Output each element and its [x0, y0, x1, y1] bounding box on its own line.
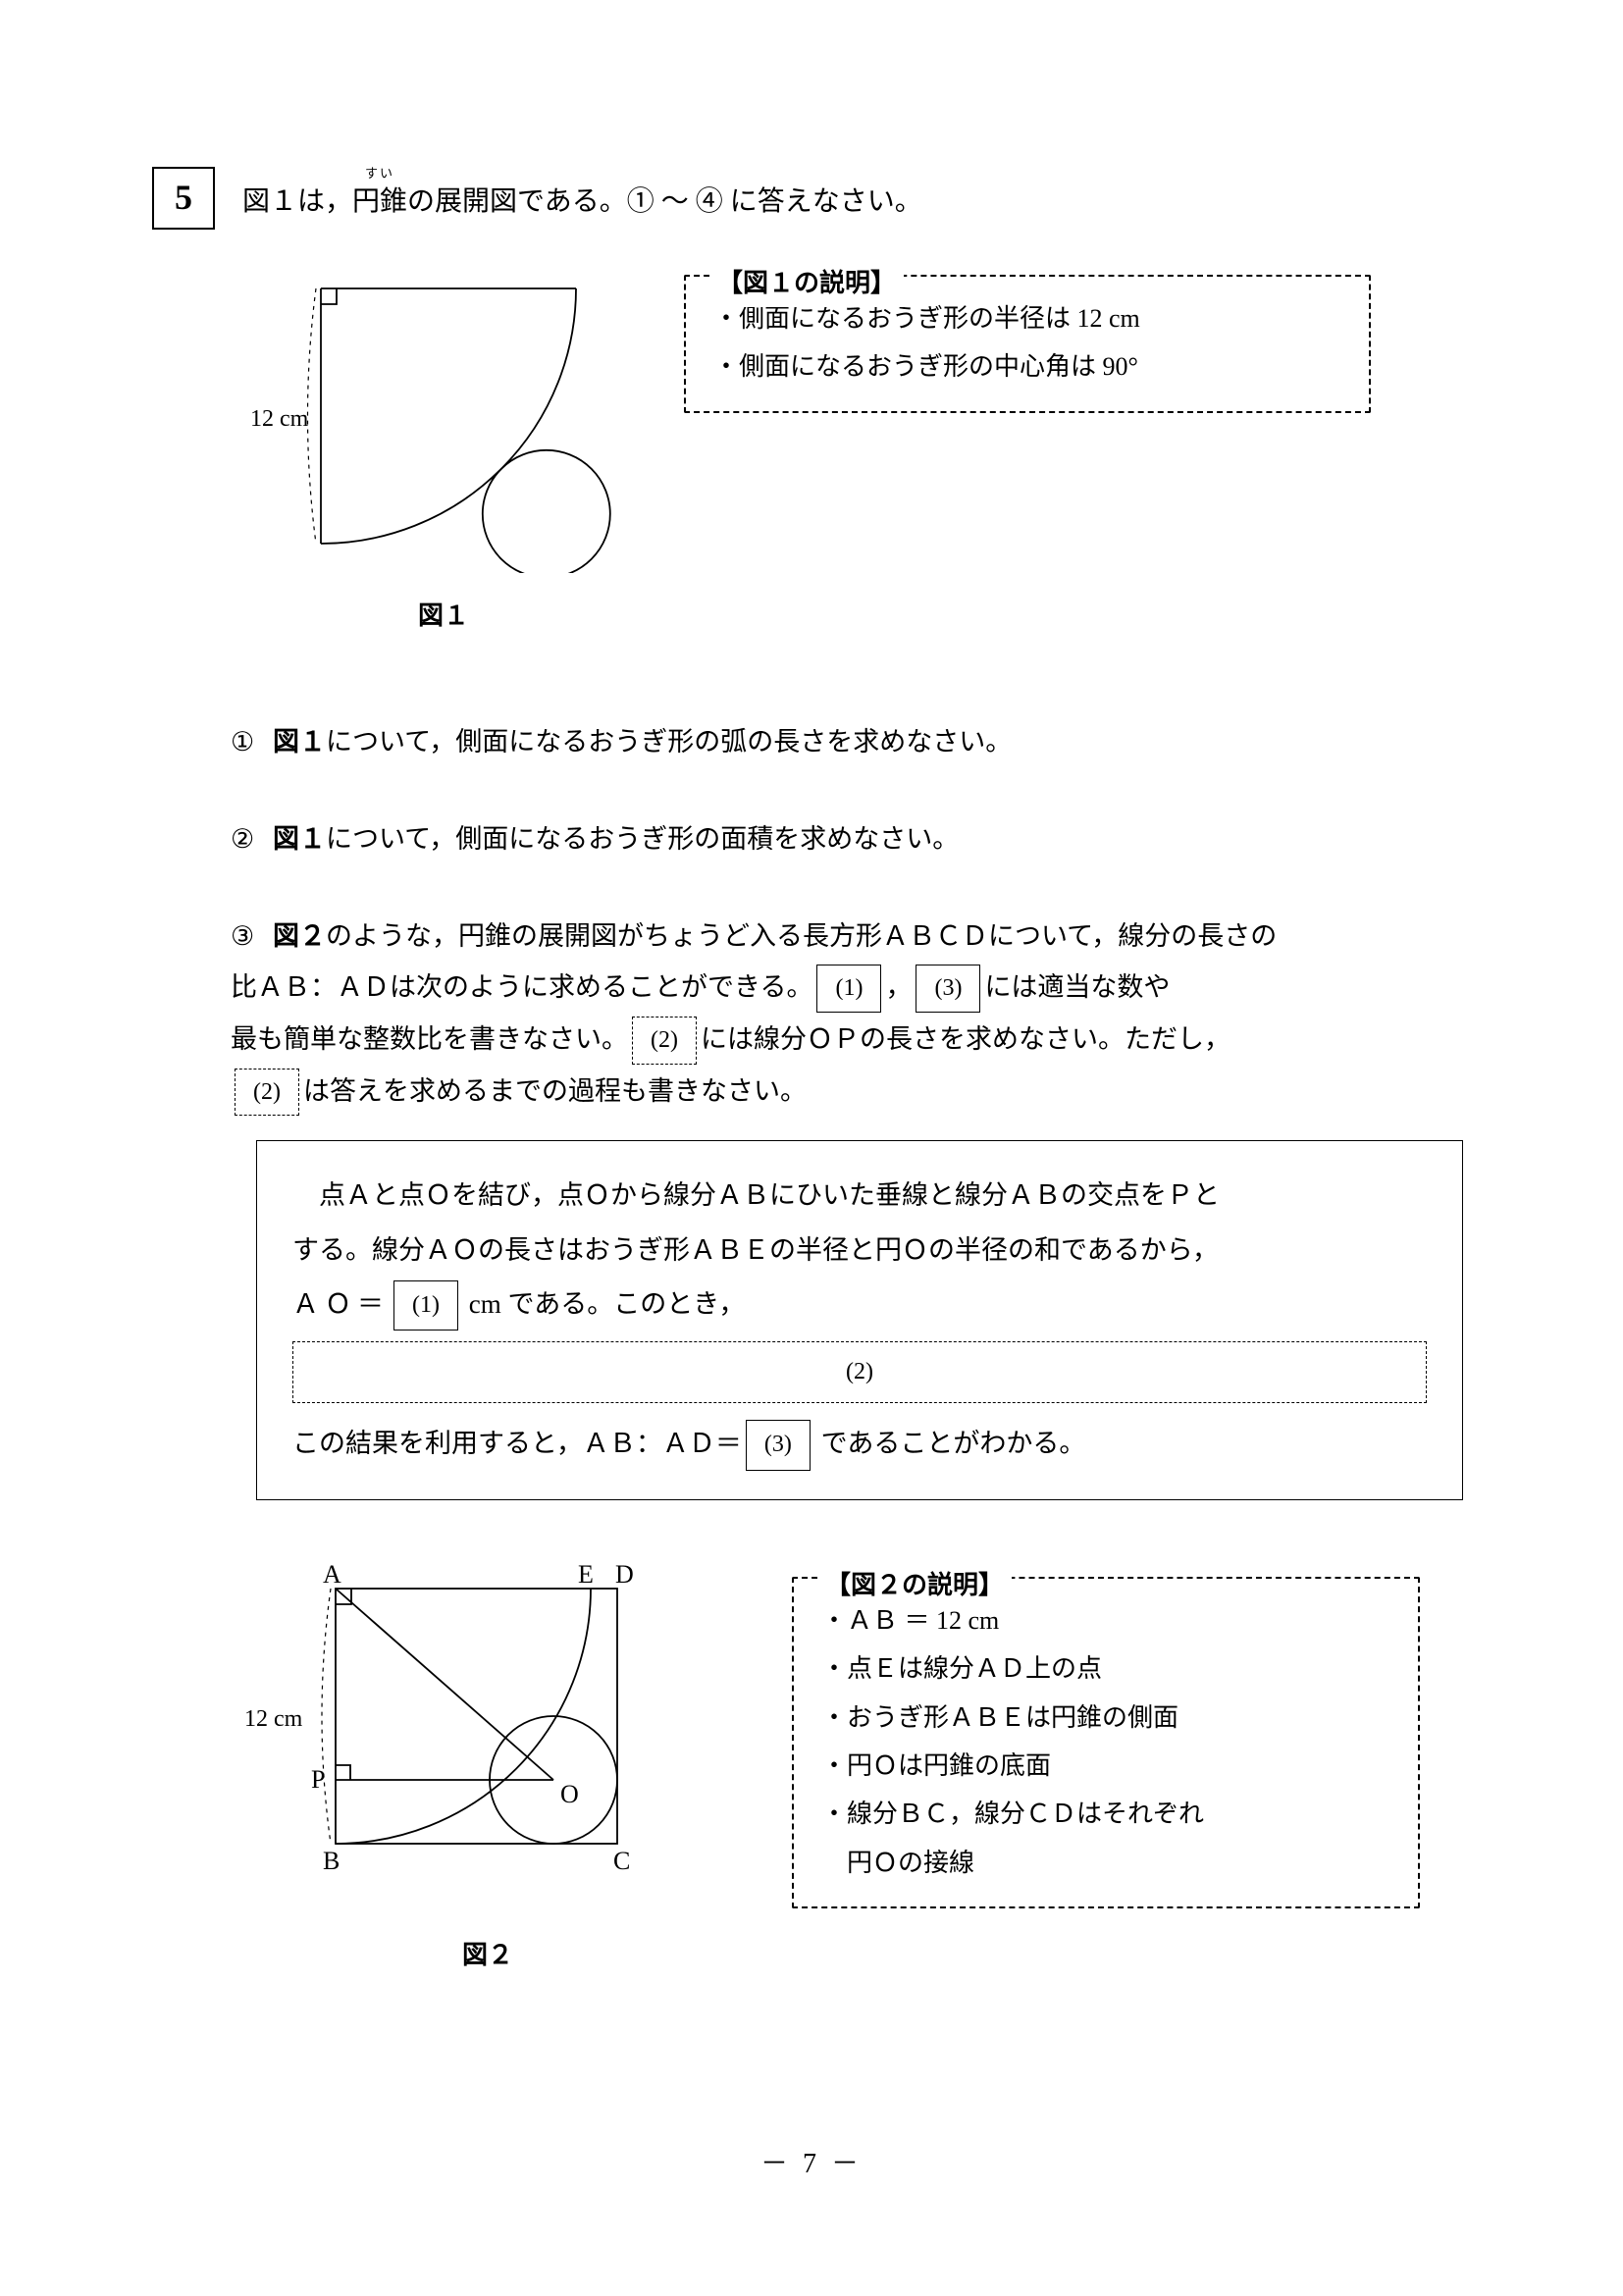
proof-line1: 点Ａと点Ｏを結び，点Ｏから線分ＡＢにひいた垂線と線分ＡＢの交点をＰと [292, 1169, 1427, 1223]
sub2-num: ② [231, 824, 254, 854]
fig1-desc-title: 【図１の説明】 [709, 259, 904, 307]
proof-blank1: (1) [393, 1280, 458, 1331]
fig2-desc-line4: ・円Ｏは円錐の底面 [821, 1742, 1390, 1790]
fig2-desc-line2: ・点Ｅは線分ＡＤ上の点 [821, 1644, 1390, 1693]
sub2-bold: 図１ [273, 824, 326, 854]
proof-line2: する。線分ＡＯの長さはおうぎ形ＡＢＥの半径と円Ｏの半径の和であるから， [292, 1224, 1427, 1278]
proof-l5b: であることがわかる。 [821, 1429, 1086, 1458]
proof-line3: ＡＯ＝(1) cm である。このとき， [292, 1278, 1427, 1331]
proof-line5: この結果を利用すると，ＡＢ：ＡＤ＝(3) であることがわかる。 [292, 1417, 1427, 1471]
sub3-l3a: 最も簡単な整数比を書きなさい。 [231, 1024, 628, 1054]
proof-l5a: この結果を利用すると，ＡＢ：ＡＤ＝ [292, 1429, 742, 1458]
fig2-desc-line5: ・線分ＢＣ，線分ＣＤはそれぞれ [821, 1790, 1390, 1838]
page-footer: － 7 － [0, 2141, 1623, 2188]
fig1-desc-line2: ・側面になるおうぎ形の中心角は 90° [713, 342, 1341, 391]
fig1-radius-label: 12 cm [250, 406, 309, 432]
sub3-num: ③ [231, 921, 254, 951]
proof-blank2-full: (2) [292, 1341, 1427, 1403]
page-number: － 7 － [760, 2149, 863, 2179]
figure1-svg: 12 cm [242, 269, 645, 573]
sub3-bold: 図２ [273, 921, 326, 951]
fig2-label-C: C [613, 1847, 630, 1875]
figure2-row: A B C D E O P 12 cm 図２ 【図２の説明】 ・ＡＢ ＝ 12 … [242, 1559, 1486, 1977]
sub3-l2c: には適当な数や [984, 972, 1170, 1002]
figure2-svg: A B C D E O P 12 cm [242, 1559, 733, 1912]
proof-l3a: ＡＯ＝ [292, 1289, 390, 1319]
blank-2-dash-b: (2) [235, 1069, 299, 1117]
proof-l3b: cm である。このとき， [462, 1289, 745, 1319]
ruby-ensui: すい円錐 [352, 179, 407, 226]
intro-pre: 図１は， [242, 186, 352, 217]
sub2-text: について，側面になるおうぎ形の面積を求めなさい。 [326, 824, 959, 854]
proof-box: 点Ａと点Ｏを結び，点Ｏから線分ＡＢにひいた垂線と線分ＡＢの交点をＰと する。線分… [256, 1140, 1463, 1500]
subquestion-2: ② 図１について，側面になるおうぎ形の面積を求めなさい。 [231, 813, 1486, 865]
sub3-l4a: は答えを求めるまでの過程も書きなさい。 [303, 1076, 807, 1106]
fig2-desc-line6: 円Ｏの接線 [821, 1839, 1390, 1887]
fig2-label-A: A [323, 1560, 341, 1589]
sub1-num: ① [231, 727, 254, 757]
sub3-l2b: ， [885, 972, 912, 1002]
figure2-caption: 図２ [242, 1934, 733, 1977]
question-number-box: 5 [152, 167, 215, 230]
fig2-label-E: E [578, 1560, 594, 1589]
proof-blank3: (3) [746, 1420, 811, 1470]
figure2-description-box: 【図２の説明】 ・ＡＢ ＝ 12 cm ・点Ｅは線分ＡＤ上の点 ・おうぎ形ＡＢＥ… [792, 1577, 1420, 1908]
fig2-label-D: D [615, 1560, 634, 1589]
blank-1-solid: (1) [816, 965, 881, 1013]
fig2-label-P: P [311, 1765, 325, 1794]
question-intro: 図１は，すい円錐の展開図である。① ～ ④ に答えなさい。 [242, 167, 922, 226]
sub1-text: について，側面になるおうぎ形の弧の長さを求めなさい。 [326, 727, 1012, 757]
subquestion-3: ③ 図２のような，円錐の展開図がちょうど入る長方形ＡＢＣＤについて，線分の長さの… [231, 911, 1486, 1118]
fig2-side-label: 12 cm [244, 1706, 303, 1732]
sub1-bold: 図１ [273, 727, 326, 757]
question-number: 5 [175, 168, 192, 228]
sub3-l3b: には線分ＯＰの長さを求めなさい。ただし， [701, 1024, 1230, 1054]
ruby-base: 円錐 [352, 186, 407, 217]
fig2-label-B: B [323, 1847, 340, 1875]
figure2-wrap: A B C D E O P 12 cm 図２ [242, 1559, 733, 1977]
question-header: 5 図１は，すい円錐の展開図である。① ～ ④ に答えなさい。 [152, 167, 1486, 230]
figure1-description-box: 【図１の説明】 ・側面になるおうぎ形の半径は 12 cm ・側面になるおうぎ形の… [684, 275, 1371, 413]
fig2-label-O: O [560, 1780, 579, 1808]
sub3-l1a: のような，円錐の展開図がちょうど入る長方形ＡＢＣＤについて，線分の長さの [326, 921, 1277, 951]
figure1-row: 12 cm 図１ 【図１の説明】 ・側面になるおうぎ形の半径は 12 cm ・側… [242, 269, 1486, 638]
ruby-reading: すい [352, 163, 407, 184]
sub3-l2a: 比ＡＢ：ＡＤは次のように求めることができる。 [231, 972, 812, 1002]
figure1-wrap: 12 cm 図１ [242, 269, 645, 638]
fig2-desc-title: 【図２の説明】 [817, 1561, 1012, 1609]
blank-3-solid: (3) [916, 965, 980, 1013]
blank-2-dash-a: (2) [632, 1017, 697, 1065]
figure1-caption: 図１ [242, 595, 645, 638]
subquestion-1: ① 図１について，側面になるおうぎ形の弧の長さを求めなさい。 [231, 716, 1486, 768]
fig2-desc-line3: ・おうぎ形ＡＢＥは円錐の側面 [821, 1694, 1390, 1742]
intro-post: の展開図である。① ～ ④ に答えなさい。 [407, 186, 922, 217]
